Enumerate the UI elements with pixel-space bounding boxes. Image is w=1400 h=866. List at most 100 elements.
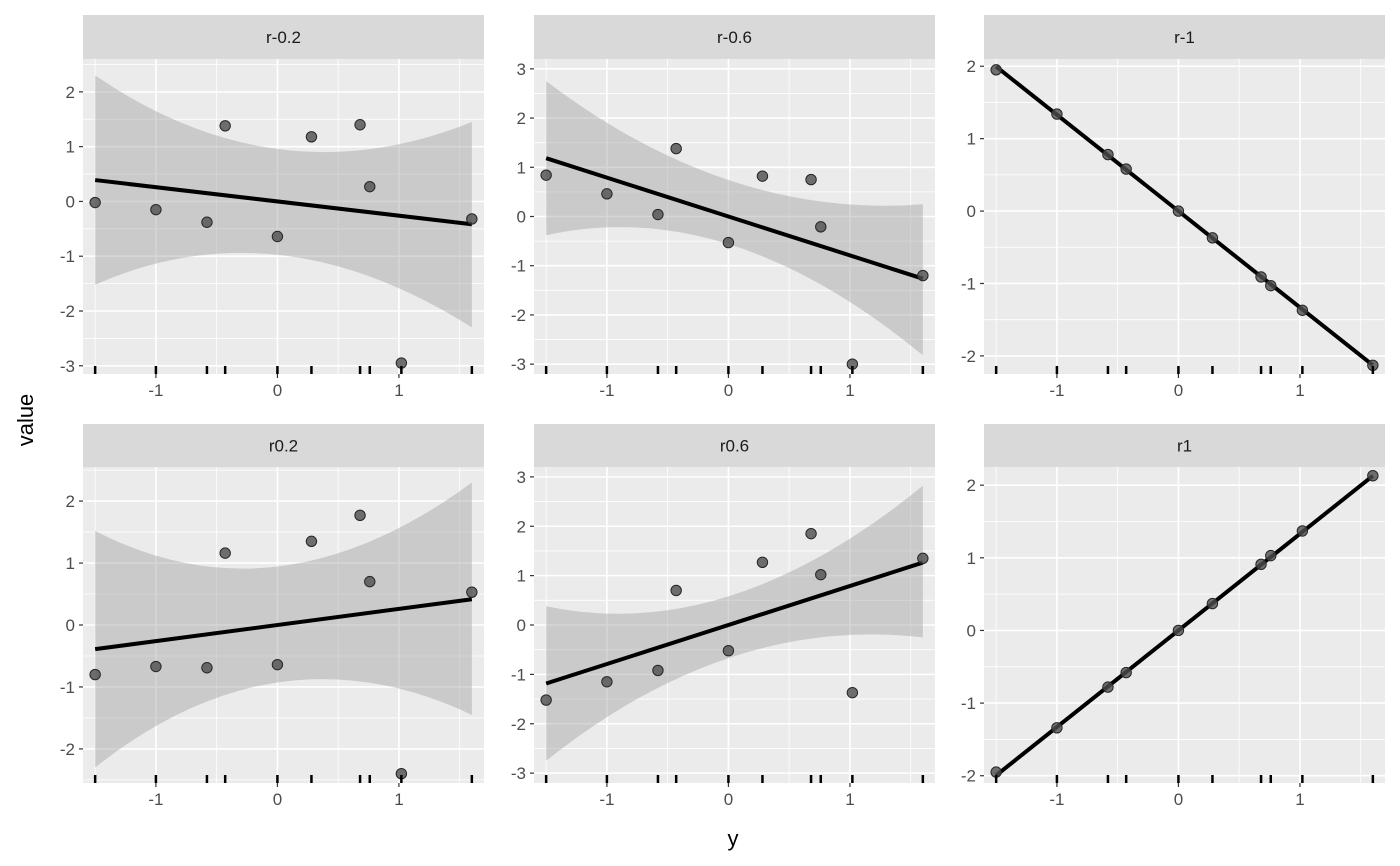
- data-point: [756, 556, 769, 568]
- y-tick-label: -3: [511, 355, 526, 374]
- data-point: [1120, 666, 1132, 679]
- data-point: [601, 188, 613, 200]
- data-point: [354, 119, 366, 131]
- y-tick-label: 2: [967, 57, 976, 76]
- x-tick-label: 0: [273, 381, 282, 400]
- data-point: [1172, 624, 1185, 637]
- y-tick-label: -2: [961, 767, 976, 786]
- data-point: [1102, 148, 1114, 161]
- facet-strip-label: r-1: [1174, 28, 1195, 47]
- data-point: [1255, 558, 1267, 571]
- y-tick-label: -2: [60, 740, 75, 759]
- y-tick-label: 1: [517, 567, 526, 586]
- facet-strip: [984, 15, 1385, 59]
- x-tick-label: 0: [1174, 381, 1183, 400]
- data-point: [305, 535, 318, 548]
- y-tick-label: 0: [967, 202, 976, 221]
- y-tick-label: -3: [60, 357, 75, 376]
- facet-strip: [83, 424, 484, 467]
- data-point: [1051, 722, 1063, 734]
- data-point: [917, 269, 929, 282]
- y-tick-label: -2: [961, 347, 976, 366]
- y-tick-label: 1: [967, 549, 976, 568]
- data-point: [89, 668, 101, 681]
- facet-strip: [534, 424, 935, 467]
- data-point: [201, 662, 213, 674]
- data-point: [364, 180, 376, 193]
- x-tick-label: 0: [724, 790, 733, 809]
- y-tick-label: 3: [517, 468, 526, 487]
- data-point: [1206, 232, 1219, 244]
- y-tick-label: 1: [967, 130, 976, 149]
- data-point: [722, 644, 735, 657]
- data-point: [722, 236, 735, 249]
- regression-line: [545, 156, 924, 281]
- data-point: [1367, 470, 1379, 482]
- data-point: [1255, 271, 1267, 283]
- y-tick-label: 1: [66, 554, 75, 573]
- data-point: [271, 658, 284, 671]
- x-tick-label: 0: [1174, 790, 1183, 809]
- data-point: [466, 586, 478, 598]
- y-tick-label: -1: [60, 678, 75, 697]
- data-point: [271, 230, 284, 243]
- y-tick-label: -1: [961, 694, 976, 713]
- data-point: [466, 213, 478, 225]
- data-point: [815, 221, 827, 233]
- data-point: [1206, 597, 1219, 610]
- y-tick-label: 0: [517, 208, 526, 227]
- x-tick-label: 1: [845, 790, 854, 809]
- facet-strip: [534, 15, 935, 59]
- data-point: [1265, 549, 1277, 562]
- x-axis-title: y: [728, 826, 739, 851]
- data-point: [601, 676, 613, 688]
- facet-strip-label: r-0.2: [266, 28, 301, 47]
- data-point: [815, 568, 827, 581]
- x-tick-label: 1: [1295, 381, 1304, 400]
- y-tick-label: -2: [60, 302, 75, 321]
- data-point: [1120, 163, 1132, 175]
- facet-strip: [83, 15, 484, 59]
- y-tick-label: 0: [66, 616, 75, 635]
- data-point: [652, 208, 664, 221]
- x-tick-label: -1: [1049, 790, 1064, 809]
- x-tick-label: 1: [1295, 790, 1304, 809]
- data-point: [990, 64, 1002, 76]
- data-point: [219, 120, 231, 132]
- x-tick-label: 0: [273, 790, 282, 809]
- facet-panel-r1: r1 -2 -1 0 1 2 -1 0 1: [961, 424, 1385, 809]
- data-point: [1172, 205, 1185, 217]
- data-point: [364, 575, 376, 588]
- y-tick-label: 0: [517, 616, 526, 635]
- facet-panel-r-0.2: r-0.2 -3 -2 -1 0 1 2 -1 0 1: [60, 15, 484, 400]
- data-point: [670, 142, 682, 155]
- y-tick-label: -1: [60, 247, 75, 266]
- y-tick-label: -1: [961, 274, 976, 293]
- y-tick-label: -2: [511, 715, 526, 734]
- y-tick-label: 2: [66, 492, 75, 511]
- x-tick-label: -1: [1049, 381, 1064, 400]
- facet-panel-r0.6: r0.6 -3 -2 -1 0 1 2 3 -1 0 1: [511, 424, 935, 809]
- data-point: [756, 170, 769, 182]
- data-point: [846, 686, 859, 699]
- data-point: [219, 547, 231, 559]
- data-point: [1051, 108, 1063, 120]
- facet-strip-label: r1: [1177, 437, 1192, 456]
- data-point: [670, 584, 682, 597]
- x-tick-label: -1: [148, 790, 163, 809]
- data-point: [805, 173, 817, 186]
- data-point: [150, 203, 162, 216]
- regression-line: [94, 597, 473, 652]
- x-tick-label: 0: [724, 381, 733, 400]
- y-tick-label: 1: [517, 158, 526, 177]
- data-point: [805, 527, 817, 540]
- y-axis-title: value: [13, 394, 38, 447]
- y-tick-label: 0: [967, 621, 976, 640]
- facet-panel-r-1: r-1 -2 -1 0 1 2 -1 0 1: [961, 15, 1385, 400]
- data-point: [1296, 304, 1309, 316]
- data-point: [540, 694, 552, 706]
- data-point: [917, 552, 929, 565]
- data-point: [354, 509, 366, 522]
